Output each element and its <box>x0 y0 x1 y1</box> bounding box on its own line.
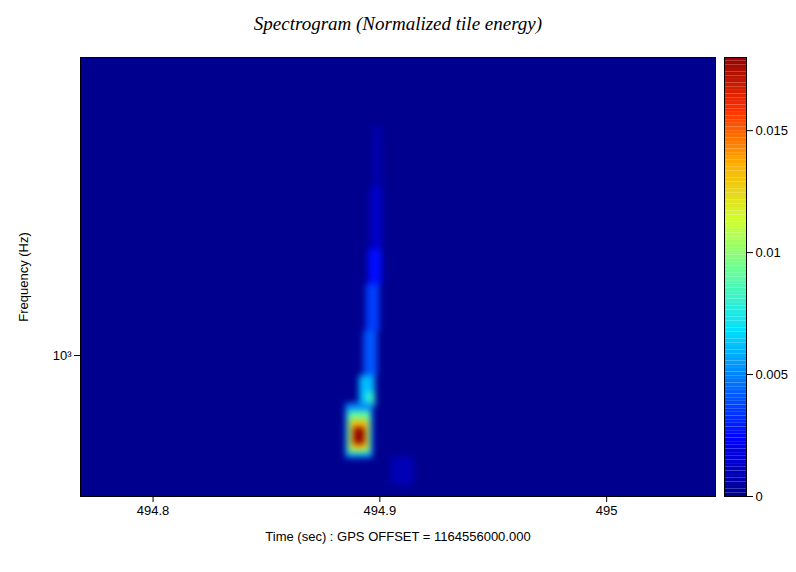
svg-text:0.01: 0.01 <box>756 245 781 260</box>
svg-text:0.005: 0.005 <box>756 367 789 382</box>
svg-text:0.015: 0.015 <box>756 123 789 138</box>
svg-text:0: 0 <box>756 489 763 504</box>
svg-text:Frequency (Hz): Frequency (Hz) <box>16 232 31 322</box>
svg-text:495: 495 <box>596 503 618 518</box>
svg-text:494.8: 494.8 <box>137 503 170 518</box>
svg-text:Time (sec) : GPS OFFSET = 1164: Time (sec) : GPS OFFSET = 1164556000.000 <box>265 529 530 544</box>
svg-text:494.9: 494.9 <box>364 503 397 518</box>
svg-text:10³: 10³ <box>53 348 72 363</box>
html-text:Spectrogram (Normalized tile e: Spectrogram (Normalized tile energy) <box>253 13 543 34</box>
